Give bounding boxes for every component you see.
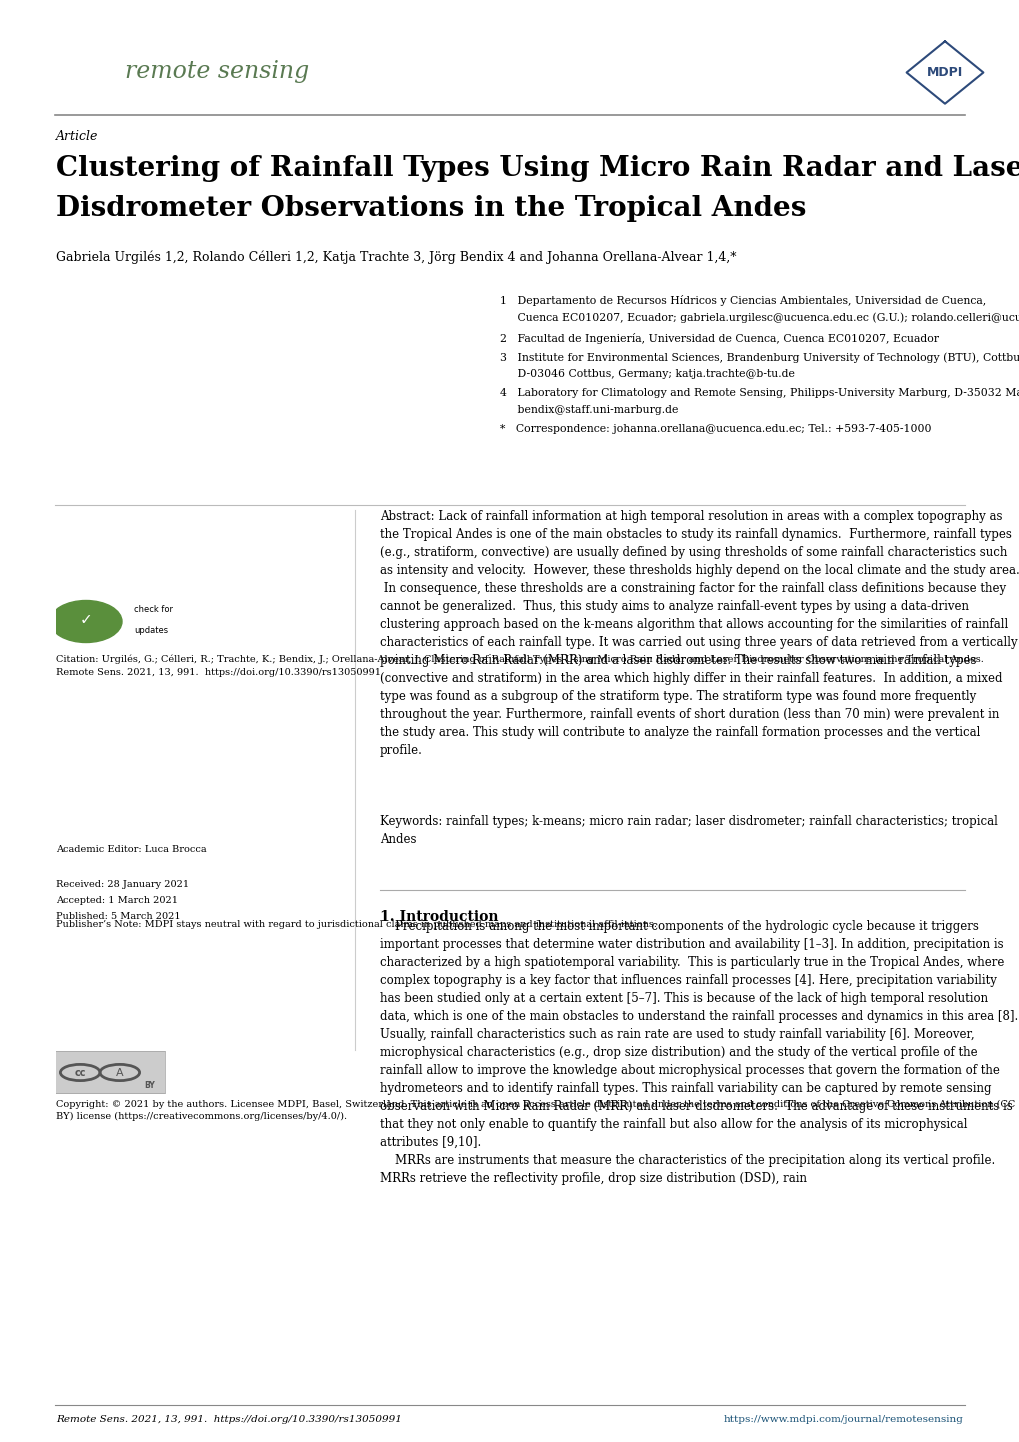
Text: *   Correspondence: johanna.orellana@ucuenca.edu.ec; Tel.: +593-7-405-1000: * Correspondence: johanna.orellana@ucuen… <box>499 424 930 434</box>
Text: updates: updates <box>133 626 168 634</box>
Text: Accepted: 1 March 2021: Accepted: 1 March 2021 <box>56 895 178 906</box>
Text: check for: check for <box>133 606 173 614</box>
Text: 1   Departamento de Recursos Hídricos y Ciencias Ambientales, Universidad de Cue: 1 Departamento de Recursos Hídricos y Ci… <box>499 296 985 306</box>
Text: Publisher’s Note: MDPI stays neutral with regard to jurisdictional claims in pub: Publisher’s Note: MDPI stays neutral wit… <box>56 920 656 929</box>
FancyBboxPatch shape <box>54 1051 166 1093</box>
Text: 1. Introduction: 1. Introduction <box>380 910 498 924</box>
Text: cc: cc <box>74 1067 86 1077</box>
Text: Remote Sens. 2021, 13, 991.  https://doi.org/10.3390/rs13050991: Remote Sens. 2021, 13, 991. https://doi.… <box>56 1415 401 1425</box>
Text: BY: BY <box>144 1082 155 1090</box>
Text: A: A <box>116 1067 123 1077</box>
Text: Clustering of Rainfall Types Using Micro Rain Radar and Laser: Clustering of Rainfall Types Using Micro… <box>56 154 1019 182</box>
Text: Cuenca EC010207, Ecuador; gabriela.urgilesc@ucuenca.edu.ec (G.U.); rolando.celle: Cuenca EC010207, Ecuador; gabriela.urgil… <box>499 311 1019 323</box>
Text: Citation: Urgilés, G.; Célleri, R.; Trachte, K.; Bendix, J.; Orellana-Alvear, J.: Citation: Urgilés, G.; Célleri, R.; Trac… <box>56 655 983 676</box>
Text: remote sensing: remote sensing <box>125 61 309 84</box>
Text: ✓: ✓ <box>79 611 93 627</box>
Text: 3   Institute for Environmental Sciences, Brandenburg University of Technology (: 3 Institute for Environmental Sciences, … <box>499 352 1019 362</box>
Text: bendix@staff.uni-marburg.de: bendix@staff.uni-marburg.de <box>499 405 678 415</box>
Text: Received: 28 January 2021: Received: 28 January 2021 <box>56 880 189 890</box>
Text: Gabriela Urgilés 1,2, Rolando Célleri 1,2, Katja Trachte 3, Jörg Bendix 4 and Jo: Gabriela Urgilés 1,2, Rolando Célleri 1,… <box>56 249 736 264</box>
Text: 2   Facultad de Ingeniería, Universidad de Cuenca, Cuenca EC010207, Ecuador: 2 Facultad de Ingeniería, Universidad de… <box>499 333 938 345</box>
Text: Published: 5 March 2021: Published: 5 March 2021 <box>56 911 180 921</box>
Text: Academic Editor: Luca Brocca: Academic Editor: Luca Brocca <box>56 845 207 854</box>
Text: https://www.mdpi.com/journal/remotesensing: https://www.mdpi.com/journal/remotesensi… <box>723 1415 963 1425</box>
Text: Abstract: Lack of rainfall information at high temporal resolution in areas with: Abstract: Lack of rainfall information a… <box>380 510 1019 757</box>
Text: Keywords: rainfall types; k-means; micro rain radar; laser disdrometer; rainfall: Keywords: rainfall types; k-means; micro… <box>380 815 997 846</box>
Text: Precipitation is among the most important components of the hydrologic cycle bec: Precipitation is among the most importan… <box>380 920 1017 1185</box>
Text: Disdrometer Observations in the Tropical Andes: Disdrometer Observations in the Tropical… <box>56 195 806 222</box>
Circle shape <box>50 600 122 643</box>
Text: 4   Laboratory for Climatology and Remote Sensing, Philipps-University Marburg, : 4 Laboratory for Climatology and Remote … <box>499 388 1019 398</box>
Text: Copyright: © 2021 by the authors. Licensee MDPI, Basel, Switzerland. This articl: Copyright: © 2021 by the authors. Licens… <box>56 1100 1014 1122</box>
Text: D-03046 Cottbus, Germany; katja.trachte@b-tu.de: D-03046 Cottbus, Germany; katja.trachte@… <box>499 369 794 379</box>
Text: Article: Article <box>56 130 98 143</box>
Text: MDPI: MDPI <box>926 66 962 79</box>
